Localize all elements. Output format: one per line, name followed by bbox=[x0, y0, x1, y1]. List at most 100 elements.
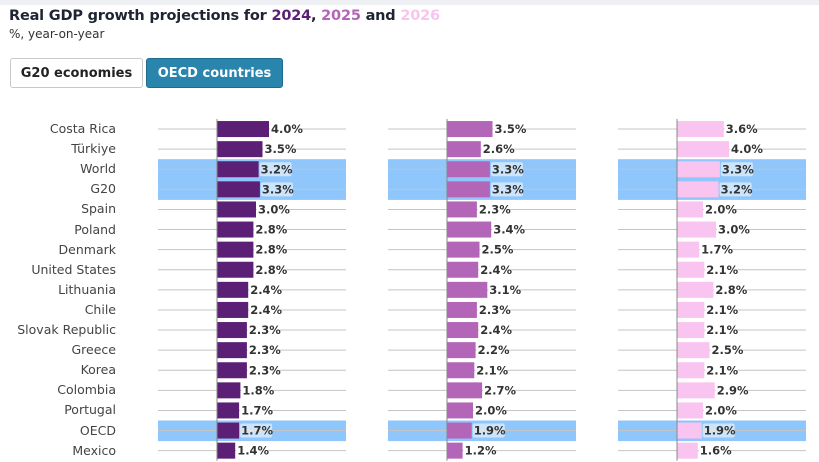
value-label: 2.8% bbox=[255, 243, 287, 257]
value-label: 2.1% bbox=[706, 323, 738, 337]
value-label: 3.0% bbox=[718, 223, 750, 237]
title-year-2024: 2024 bbox=[271, 8, 311, 24]
bar-2024 bbox=[217, 141, 263, 158]
bar-2026 bbox=[677, 442, 698, 459]
value-label-backdrop bbox=[247, 363, 280, 378]
category-label: Portugal bbox=[64, 402, 116, 418]
bar-2025 bbox=[447, 382, 483, 399]
value-label: 4.0% bbox=[271, 122, 303, 136]
value-label: 2.9% bbox=[717, 383, 749, 397]
bar-2025 bbox=[447, 342, 476, 359]
bar-2026 bbox=[677, 301, 705, 318]
value-label-backdrop bbox=[236, 443, 269, 458]
top-band bbox=[0, 0, 819, 5]
value-label-backdrop bbox=[254, 222, 287, 237]
bar-2025 bbox=[447, 181, 490, 198]
category-label: Mexico bbox=[72, 442, 116, 458]
value-label: 1.8% bbox=[242, 383, 274, 397]
value-label-backdrop bbox=[715, 383, 748, 398]
bar-2025 bbox=[447, 281, 488, 298]
value-label-backdrop bbox=[241, 383, 274, 398]
value-label: 1.9% bbox=[474, 424, 506, 438]
bar-2024 bbox=[217, 362, 247, 379]
value-label-backdrop bbox=[475, 363, 508, 378]
value-label-backdrop bbox=[488, 282, 521, 297]
value-label-backdrop bbox=[257, 202, 289, 217]
value-label-backdrop bbox=[463, 443, 496, 458]
value-label-backdrop bbox=[476, 343, 509, 358]
value-label: 2.8% bbox=[715, 283, 747, 297]
value-label-backdrop bbox=[705, 262, 738, 277]
value-label-backdrop bbox=[490, 182, 523, 197]
bar-2025 bbox=[447, 221, 492, 238]
bar-2026 bbox=[677, 161, 720, 178]
value-label: 2.3% bbox=[479, 202, 511, 216]
value-label: 2.8% bbox=[255, 263, 287, 277]
value-label-backdrop bbox=[474, 403, 506, 418]
value-label: 3.4% bbox=[493, 223, 525, 237]
bar-2024 bbox=[217, 301, 249, 318]
g20-economies-button[interactable]: G20 economies bbox=[10, 58, 143, 88]
category-label: Denmark bbox=[58, 241, 116, 257]
value-label: 2.5% bbox=[482, 243, 514, 257]
value-label: 1.2% bbox=[465, 444, 497, 458]
value-label-backdrop bbox=[472, 423, 505, 438]
category-label: World bbox=[80, 161, 116, 177]
value-label-backdrop bbox=[260, 182, 293, 197]
category-label: Slovak Republic bbox=[17, 322, 116, 337]
bar-2026 bbox=[677, 221, 716, 238]
category-label: Greece bbox=[71, 342, 117, 358]
value-label: 2.1% bbox=[706, 363, 738, 377]
bar-2026 bbox=[677, 422, 702, 439]
value-label-backdrop bbox=[705, 363, 738, 378]
bar-2024 bbox=[217, 422, 240, 439]
category-label: Costa Rica bbox=[49, 121, 116, 136]
value-label-backdrop bbox=[240, 403, 273, 418]
value-label: 1.7% bbox=[701, 243, 733, 257]
value-label-backdrop bbox=[479, 323, 512, 338]
bar-2024 bbox=[217, 161, 259, 178]
value-label: 2.3% bbox=[249, 323, 281, 337]
category-label: Colombia bbox=[57, 382, 116, 398]
value-label: 3.1% bbox=[489, 283, 521, 297]
value-label-backdrop bbox=[704, 202, 736, 217]
bar-2026 bbox=[677, 322, 705, 339]
bar-2026 bbox=[677, 382, 715, 399]
value-label: 1.7% bbox=[241, 424, 273, 438]
value-label-backdrop bbox=[724, 122, 757, 137]
value-label: 2.0% bbox=[705, 403, 737, 417]
oecd-countries-button[interactable]: OECD countries bbox=[146, 58, 283, 88]
bar-2024 bbox=[217, 241, 254, 258]
category-label: OECD bbox=[79, 422, 116, 438]
bar-2026 bbox=[677, 281, 714, 298]
bar-2026 bbox=[677, 342, 710, 359]
value-label-backdrop bbox=[700, 242, 733, 257]
value-label-backdrop bbox=[490, 162, 523, 177]
bar-2025 bbox=[447, 161, 490, 178]
bar-2025 bbox=[447, 442, 463, 459]
bar-2025 bbox=[447, 322, 479, 339]
value-label-backdrop bbox=[249, 282, 282, 297]
value-label-backdrop bbox=[704, 403, 736, 418]
value-label-backdrop bbox=[702, 423, 735, 438]
value-label: 3.5% bbox=[495, 122, 527, 136]
bar-2026 bbox=[677, 141, 729, 158]
value-label: 2.3% bbox=[249, 363, 281, 377]
value-label-backdrop bbox=[705, 323, 738, 338]
bar-2026 bbox=[677, 181, 719, 198]
value-label: 2.0% bbox=[705, 202, 737, 216]
bar-2025 bbox=[447, 402, 473, 419]
value-label-backdrop bbox=[247, 323, 280, 338]
value-label-backdrop bbox=[717, 222, 749, 237]
value-label: 1.6% bbox=[700, 444, 732, 458]
value-label: 2.1% bbox=[706, 263, 738, 277]
category-label: G20 bbox=[90, 181, 116, 197]
bar-2026 bbox=[677, 241, 700, 258]
value-label: 2.0% bbox=[475, 403, 507, 417]
category-label: Korea bbox=[80, 362, 116, 378]
value-label-backdrop bbox=[705, 302, 738, 317]
value-label-backdrop bbox=[480, 242, 513, 257]
value-label: 1.7% bbox=[241, 403, 273, 417]
value-label: 2.6% bbox=[483, 142, 515, 156]
value-label: 1.4% bbox=[237, 444, 269, 458]
